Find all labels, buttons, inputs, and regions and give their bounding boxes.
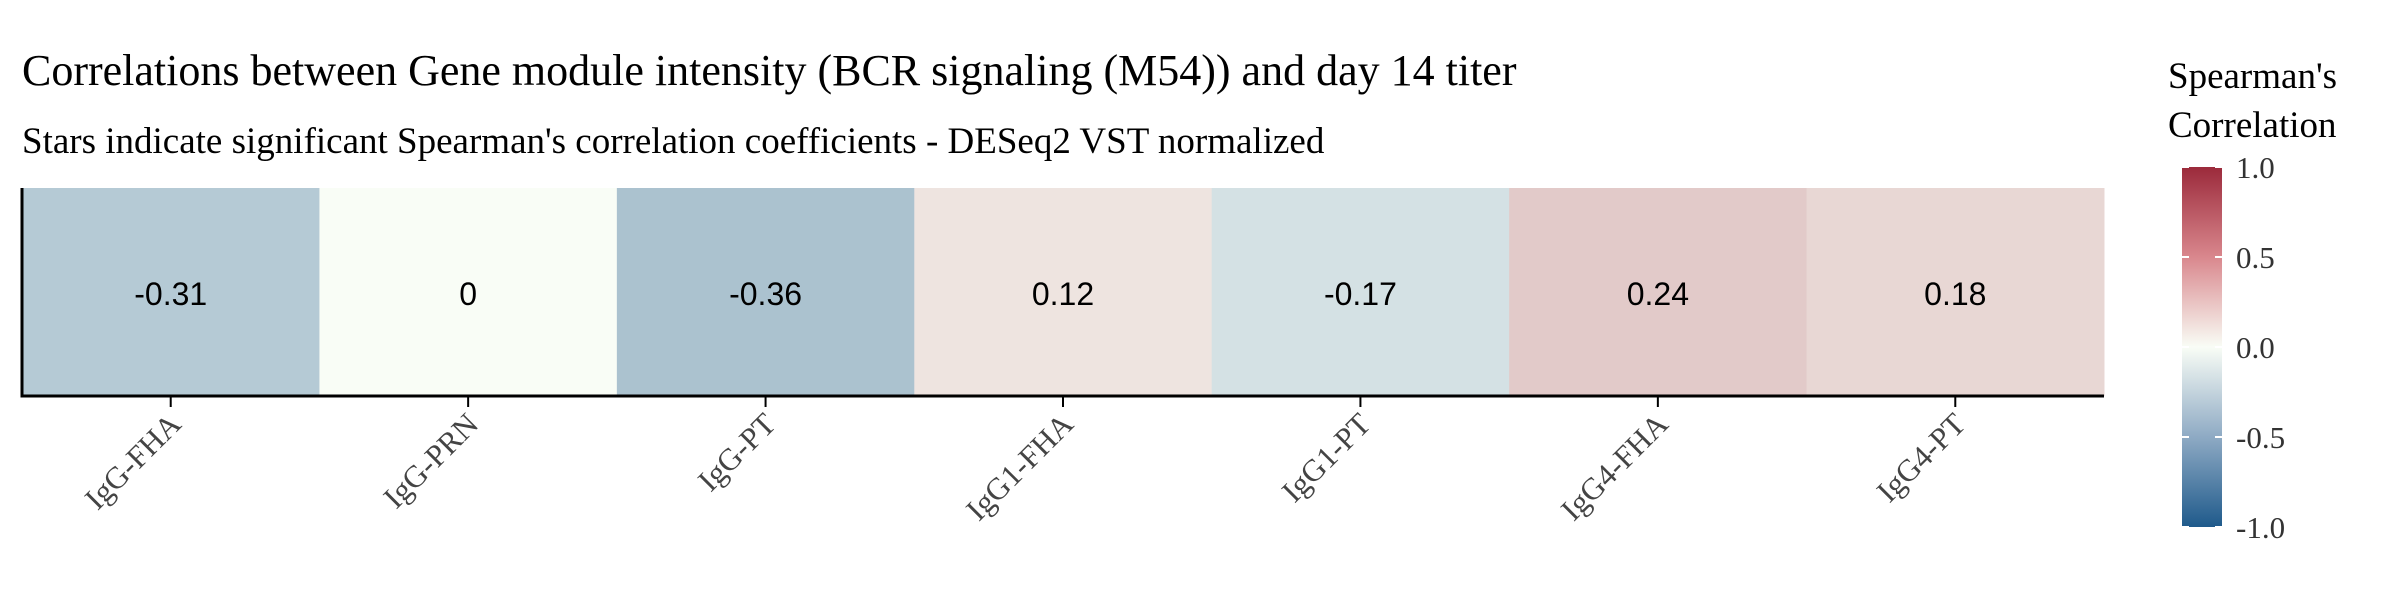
heatmap-value-label: 0.24 bbox=[1627, 276, 1689, 312]
color-legend: Spearman's Correlation 1.0 0.5 0.0 -0.5 -1.0 bbox=[2168, 56, 2337, 545]
chart-title: Correlations between Gene module intensi… bbox=[22, 46, 1517, 95]
heatmap-tile bbox=[616, 188, 915, 396]
x-axis-tick-label: IgG-PT bbox=[691, 406, 783, 498]
x-axis-tick-label: IgG1-FHA bbox=[959, 406, 1080, 527]
x-axis-tick-label: IgG4-PT bbox=[1870, 406, 1973, 509]
legend-tick-label: -1.0 bbox=[2236, 510, 2285, 545]
x-axis-tick-label: IgG-FHA bbox=[78, 406, 188, 516]
legend-tick-label: 0.0 bbox=[2236, 330, 2275, 365]
heatmap-tile bbox=[1211, 188, 1510, 396]
heatmap-tile bbox=[22, 188, 320, 396]
x-axis-tick-label: IgG1-PT bbox=[1275, 406, 1378, 509]
legend-tick-label: -0.5 bbox=[2236, 420, 2285, 455]
legend-tick-label: 1.0 bbox=[2236, 150, 2275, 185]
heatmap-value-label: 0.18 bbox=[1924, 276, 1986, 312]
heatmap-value-label: -0.31 bbox=[134, 276, 207, 312]
heatmap-tile bbox=[319, 188, 618, 396]
chart-subtitle: Stars indicate significant Spearman's co… bbox=[22, 121, 1325, 162]
heatmap-value-label: -0.17 bbox=[1324, 276, 1397, 312]
legend-tick-label: 0.5 bbox=[2236, 240, 2275, 275]
x-axis-ticks bbox=[169, 396, 1957, 407]
legend-ticks: 1.0 0.5 0.0 -0.5 -1.0 bbox=[2182, 150, 2285, 545]
heatmap-tile bbox=[1509, 188, 1808, 396]
x-axis-tick-label: IgG4-FHA bbox=[1554, 406, 1675, 527]
heatmap-value-label: -0.36 bbox=[729, 276, 802, 312]
heatmap-tiles bbox=[22, 188, 2105, 396]
heatmap-tile bbox=[1806, 188, 2105, 396]
x-axis-tick-label: IgG-PRN bbox=[376, 406, 485, 515]
heatmap-tile bbox=[914, 188, 1213, 396]
legend-title-line-2: Correlation bbox=[2168, 105, 2337, 146]
legend-title-line-1: Spearman's bbox=[2168, 56, 2337, 97]
heatmap-value-label: 0 bbox=[459, 276, 477, 312]
x-axis-tick-labels: IgG-FHA IgG-PRN IgG-PT IgG1-FHA IgG1-PT IgG4-… bbox=[78, 406, 1973, 527]
heatmap-value-label: 0.12 bbox=[1032, 276, 1094, 312]
heatmap-value-labels: -0.31 0 -0.36 0.12 -0.17 0.24 0.18 bbox=[134, 276, 1986, 312]
